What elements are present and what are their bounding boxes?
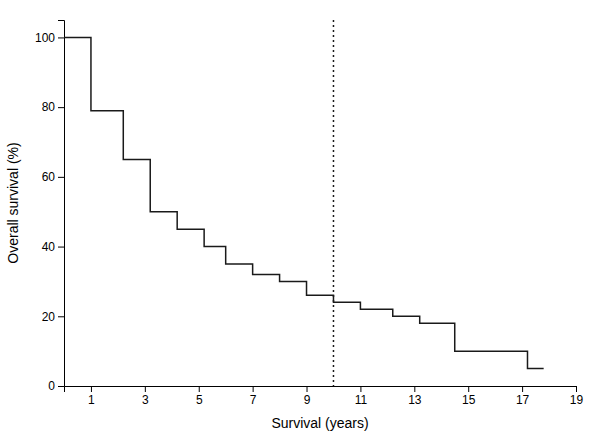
tick-mark bbox=[58, 316, 64, 317]
y-axis-line bbox=[58, 21, 65, 387]
tick: 9 bbox=[304, 386, 311, 407]
tick-label: 80 bbox=[42, 100, 56, 114]
tick-label: 11 bbox=[355, 393, 368, 407]
tick-mark bbox=[468, 386, 469, 392]
tick-mark bbox=[91, 386, 92, 392]
tick-mark bbox=[307, 386, 308, 392]
tick: 5 bbox=[196, 386, 203, 407]
tick-mark bbox=[414, 386, 415, 392]
tick-mark bbox=[145, 386, 146, 392]
tick-label: 17 bbox=[516, 393, 530, 407]
x-axis-title: Survival (years) bbox=[271, 415, 368, 431]
tick: 11 bbox=[355, 386, 368, 407]
tick: 0 bbox=[48, 379, 64, 393]
tick-mark bbox=[58, 107, 64, 108]
marks bbox=[64, 20, 544, 386]
tick-mark bbox=[199, 386, 200, 392]
tick: 7 bbox=[250, 386, 257, 407]
tick: 20 bbox=[42, 310, 64, 324]
x-axis: 135791113151719 bbox=[65, 386, 584, 407]
tick: 80 bbox=[42, 100, 64, 114]
tick: 15 bbox=[462, 386, 476, 407]
reference-line bbox=[333, 20, 335, 386]
tick-mark bbox=[576, 386, 577, 392]
tick-label: 1 bbox=[88, 393, 95, 407]
y-axis: 0 20 40 60 80 100 bbox=[35, 21, 65, 394]
tick-label: 100 bbox=[35, 31, 55, 45]
tick-label: 13 bbox=[408, 393, 422, 407]
tick-label: 19 bbox=[570, 393, 584, 407]
tick-label: 40 bbox=[42, 240, 56, 254]
tick: 3 bbox=[142, 386, 149, 407]
tick-label: 20 bbox=[42, 310, 56, 324]
x-axis-line bbox=[65, 387, 577, 393]
tick: 19 bbox=[570, 386, 584, 407]
tick: 60 bbox=[42, 170, 64, 184]
tick-label: 7 bbox=[250, 393, 257, 407]
tick-label: 5 bbox=[196, 393, 203, 407]
tick-mark bbox=[58, 247, 64, 248]
tick-label: 0 bbox=[48, 379, 55, 393]
tick-mark bbox=[58, 386, 64, 387]
tick: 40 bbox=[42, 240, 64, 254]
tick-label: 9 bbox=[304, 393, 311, 407]
plot: 135791113151719020406080100 bbox=[35, 20, 584, 407]
tick-mark bbox=[360, 386, 361, 392]
tick-mark bbox=[58, 37, 64, 38]
tick-mark bbox=[253, 386, 254, 392]
tick: 13 bbox=[408, 386, 422, 407]
tick-mark bbox=[58, 177, 64, 178]
tick: 17 bbox=[516, 386, 530, 407]
y-axis-title: Overall survival (%) bbox=[5, 142, 21, 263]
tick-label: 15 bbox=[462, 393, 476, 407]
tick: 100 bbox=[35, 31, 64, 45]
chart: 135791113151719020406080100Survival (yea… bbox=[0, 0, 600, 440]
tick-mark bbox=[522, 386, 523, 392]
tick: 1 bbox=[88, 386, 95, 407]
step-line bbox=[64, 37, 544, 368]
tick-label: 3 bbox=[142, 393, 149, 407]
tick-label: 60 bbox=[42, 170, 56, 184]
